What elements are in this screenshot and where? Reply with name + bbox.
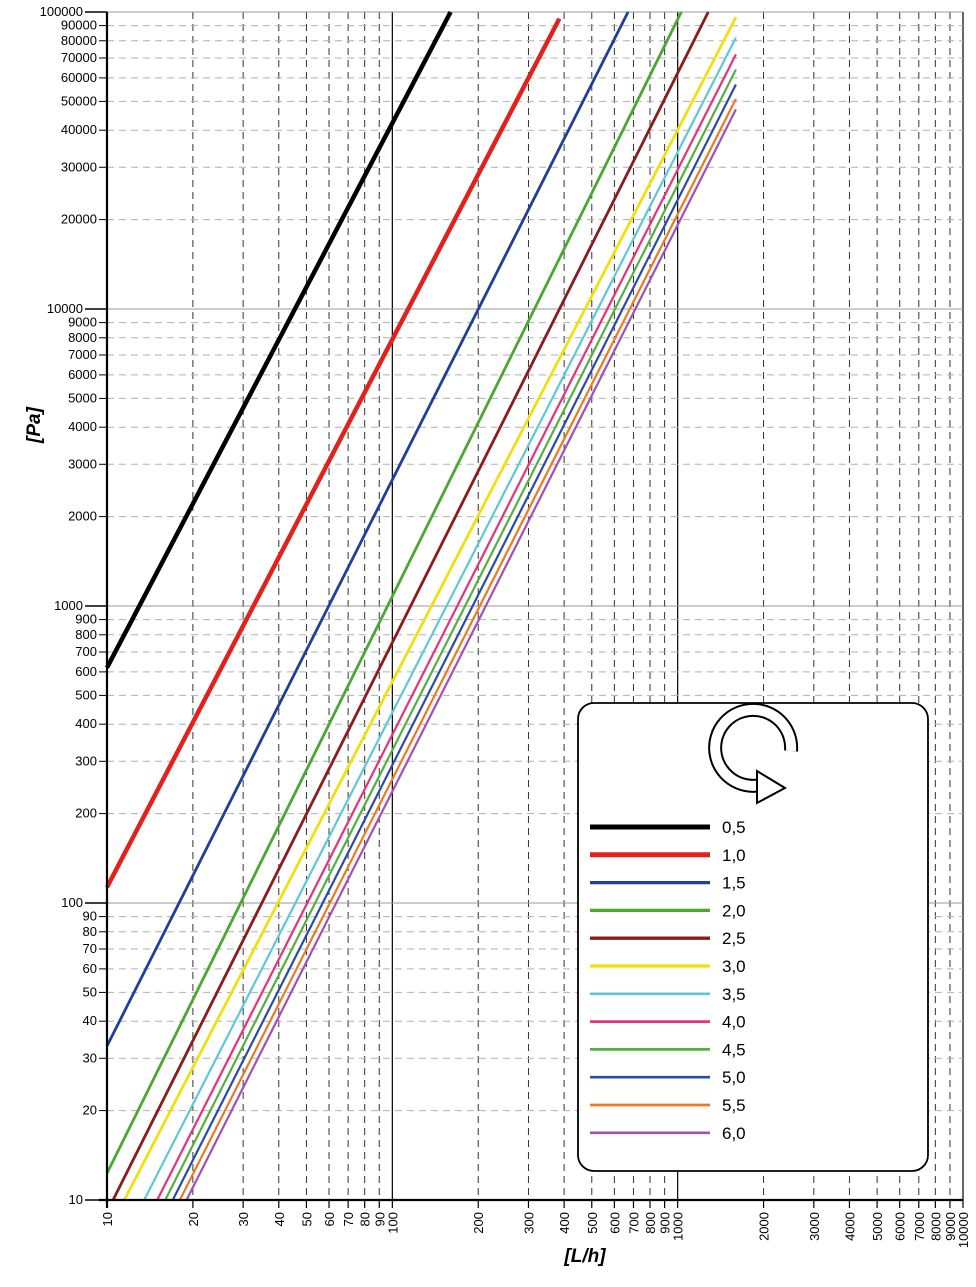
y-tick-label: 100 [61, 895, 83, 910]
x-axis-label: [L/h] [563, 1246, 606, 1267]
y-tick-label: 50 [83, 984, 97, 999]
rotation-arrow-icon [708, 702, 799, 805]
y-tick-label: 7000 [68, 347, 97, 362]
y-tick-label: 80 [83, 924, 97, 939]
x-tick-label: 700 [626, 1212, 641, 1234]
chart-legend: 0,5 1,0 1,5 2,0 2,5 3,0 3,5 4,0 4,5 5,0 5,5 6,0 [577, 702, 929, 1172]
y-tick-label: 4000 [68, 419, 97, 434]
legend-label: 2,5 [722, 929, 746, 948]
y-tick-label: 10000 [47, 301, 83, 316]
x-tick-label: 4000 [842, 1212, 857, 1241]
legend-label: 5,5 [722, 1096, 746, 1115]
x-tick-label: 40 [272, 1212, 287, 1226]
series-line-10 [171, 84, 737, 1201]
y-tick-label: 6000 [68, 367, 97, 382]
legend-label: 6,0 [722, 1124, 746, 1143]
series-line-3 [105, 11, 630, 1047]
x-tick-label: 400 [557, 1212, 572, 1234]
y-tick-label: 700 [75, 644, 97, 659]
y-tick-label: 200 [75, 806, 97, 821]
x-tick-label: 300 [521, 1212, 536, 1234]
y-tick-label: 70 [83, 941, 97, 956]
series-line-4 [105, 11, 683, 1174]
x-tick-label: 600 [607, 1212, 622, 1234]
y-tick-label: 20000 [61, 212, 97, 227]
x-tick-label: 80 [358, 1212, 373, 1226]
legend-label: 3,5 [722, 985, 746, 1004]
chart-series [105, 10, 738, 1201]
y-tick-label: 80000 [61, 33, 97, 48]
y-tick-label: 300 [75, 753, 97, 768]
y-tick-label: 90 [83, 909, 97, 924]
legend-items: 0,5 1,0 1,5 2,0 2,5 3,0 3,5 4,0 4,5 5,0 5,5 6,0 [590, 818, 746, 1143]
x-tick-label: 3000 [807, 1212, 822, 1241]
x-tick-label: 10000 [956, 1212, 971, 1248]
y-tick-label: 9000 [68, 315, 97, 330]
y-tick-label: 600 [75, 664, 97, 679]
x-tick-label: 5000 [870, 1212, 885, 1241]
y-tick-label: 30 [83, 1050, 97, 1065]
y-tick-label: 400 [75, 716, 97, 731]
y-tick-label: 20 [83, 1103, 97, 1118]
x-tick-label: 70 [341, 1212, 356, 1226]
series-line-12 [185, 108, 737, 1201]
series-line-2 [105, 17, 562, 889]
series-line-11 [178, 98, 737, 1201]
x-tick-label: 30 [236, 1212, 251, 1226]
y-tick-label: 1000 [54, 598, 83, 613]
y-tick-label: 40000 [61, 122, 97, 137]
x-tick-label: 1000 [671, 1212, 686, 1241]
x-tick-label: 7000 [912, 1212, 927, 1241]
y-tick-label: 5000 [68, 390, 97, 405]
x-tick-label: 2000 [757, 1212, 772, 1241]
x-tick-label: 800 [643, 1212, 658, 1234]
y-tick-label: 2000 [68, 509, 97, 524]
y-tick-label: 500 [75, 687, 97, 702]
x-tick-label: 6000 [893, 1212, 908, 1241]
y-tick-label: 70000 [61, 50, 97, 65]
series-line-6 [123, 16, 738, 1201]
legend-label: 4,0 [722, 1013, 746, 1032]
series-line-8 [156, 53, 737, 1201]
x-tick-label: 8000 [928, 1212, 943, 1241]
x-tick-label: 20 [186, 1212, 201, 1226]
chart-axes [85, 11, 964, 1208]
x-tick-label: 50 [299, 1212, 314, 1226]
legend-label: 3,0 [722, 957, 746, 976]
y-tick-label: 60000 [61, 70, 97, 85]
y-tick-label: 8000 [68, 330, 97, 345]
x-tick-label: 100 [385, 1212, 400, 1234]
x-tick-label: 900 [658, 1212, 673, 1234]
x-tick-label: 10 [100, 1212, 115, 1226]
y-tick-label: 30000 [61, 159, 97, 174]
legend-label: 0,5 [722, 818, 746, 837]
y-tick-label: 3000 [68, 456, 97, 471]
series-line-9 [164, 69, 737, 1201]
y-tick-label: 90000 [61, 18, 97, 33]
y-tick-label: 50000 [61, 93, 97, 108]
y-tick-label: 100000 [40, 4, 83, 19]
y-tick-label: 40 [83, 1013, 97, 1028]
x-tick-label: 500 [585, 1212, 600, 1234]
x-tick-label: 200 [471, 1212, 486, 1234]
y-tick-label: 800 [75, 627, 97, 642]
legend-label: 4,5 [722, 1040, 746, 1059]
x-tick-label: 90 [372, 1212, 387, 1226]
legend-label: 1,0 [722, 846, 746, 865]
y-tick-label: 60 [83, 961, 97, 976]
x-tick-label: 60 [322, 1212, 337, 1226]
legend-label: 2,0 [722, 901, 746, 920]
y-axis-label: [Pa] [24, 406, 45, 444]
y-tick-label: 900 [75, 612, 97, 627]
series-line-1 [105, 10, 453, 669]
legend-label: 5,0 [722, 1068, 746, 1087]
x-tick-label: 9000 [943, 1212, 958, 1241]
y-tick-label: 10 [69, 1192, 83, 1207]
series-line-7 [143, 37, 737, 1201]
legend-label: 1,5 [722, 874, 746, 893]
series-line-5 [111, 11, 710, 1201]
